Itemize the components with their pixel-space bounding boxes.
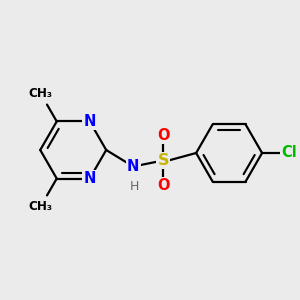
Text: S: S (158, 153, 169, 168)
Text: O: O (157, 178, 169, 194)
Text: N: N (83, 171, 96, 186)
Text: N: N (83, 114, 96, 129)
Text: CH₃: CH₃ (29, 200, 53, 213)
Text: Cl: Cl (281, 146, 297, 160)
Text: N: N (127, 159, 140, 174)
Text: CH₃: CH₃ (29, 87, 53, 100)
Text: O: O (157, 128, 169, 142)
Text: H: H (129, 180, 139, 194)
